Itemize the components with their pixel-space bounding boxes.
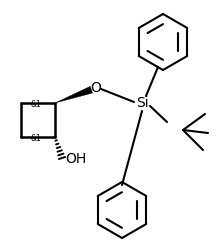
Text: OH: OH	[65, 152, 86, 166]
Text: O: O	[91, 81, 101, 95]
Text: &1: &1	[30, 133, 41, 143]
Polygon shape	[55, 86, 93, 103]
Text: &1: &1	[30, 100, 41, 108]
Text: Si: Si	[136, 96, 148, 110]
